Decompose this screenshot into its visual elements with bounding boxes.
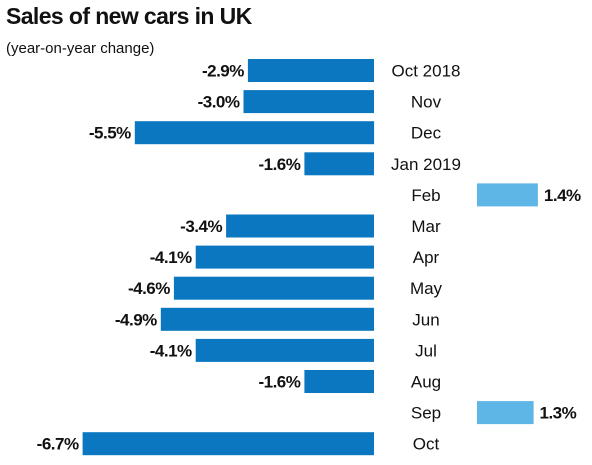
bar-3 bbox=[304, 152, 374, 176]
category-label-5: Mar bbox=[411, 217, 441, 236]
chart-title: Sales of new cars in UK bbox=[6, 3, 252, 29]
value-label-7: -4.6% bbox=[128, 279, 170, 298]
value-label-9: -4.1% bbox=[150, 341, 192, 360]
category-label-12: Oct bbox=[413, 435, 440, 454]
category-label-1: Nov bbox=[411, 93, 442, 112]
value-label-10: -1.6% bbox=[258, 373, 300, 392]
value-label-4: 1.4% bbox=[544, 186, 581, 205]
chart-subtitle: (year-on-year change) bbox=[6, 40, 155, 57]
value-label-2: -5.5% bbox=[89, 124, 131, 143]
value-label-5: -3.4% bbox=[180, 217, 222, 236]
category-label-9: Jul bbox=[415, 341, 437, 360]
category-label-8: Jun bbox=[412, 310, 439, 329]
bar-5 bbox=[226, 214, 374, 238]
value-label-8: -4.9% bbox=[115, 310, 157, 329]
bar-8 bbox=[160, 307, 374, 331]
value-label-6: -4.1% bbox=[150, 248, 192, 267]
category-label-2: Dec bbox=[411, 124, 442, 143]
category-label-10: Aug bbox=[411, 373, 441, 392]
value-label-3: -1.6% bbox=[258, 155, 300, 174]
bar-6 bbox=[195, 245, 374, 269]
bar-12 bbox=[82, 432, 374, 456]
value-label-12: -6.7% bbox=[37, 435, 79, 454]
category-label-7: May bbox=[410, 279, 443, 298]
bar-10 bbox=[304, 370, 374, 393]
bar-1 bbox=[243, 90, 374, 114]
bar-4 bbox=[477, 183, 538, 207]
category-label-4: Feb bbox=[411, 186, 440, 205]
bar-7 bbox=[173, 276, 374, 300]
value-label-0: -2.9% bbox=[202, 62, 244, 81]
category-label-0: Oct 2018 bbox=[392, 62, 461, 81]
bar-0 bbox=[247, 59, 374, 82]
bar-2 bbox=[134, 121, 375, 145]
category-label-11: Sep bbox=[411, 404, 441, 423]
bar-11 bbox=[477, 401, 534, 425]
category-label-3: Jan 2019 bbox=[391, 155, 461, 174]
category-label-6: Apr bbox=[413, 248, 440, 267]
bar-9 bbox=[195, 338, 374, 362]
value-label-11: 1.3% bbox=[540, 404, 577, 423]
value-label-1: -3.0% bbox=[198, 93, 240, 112]
